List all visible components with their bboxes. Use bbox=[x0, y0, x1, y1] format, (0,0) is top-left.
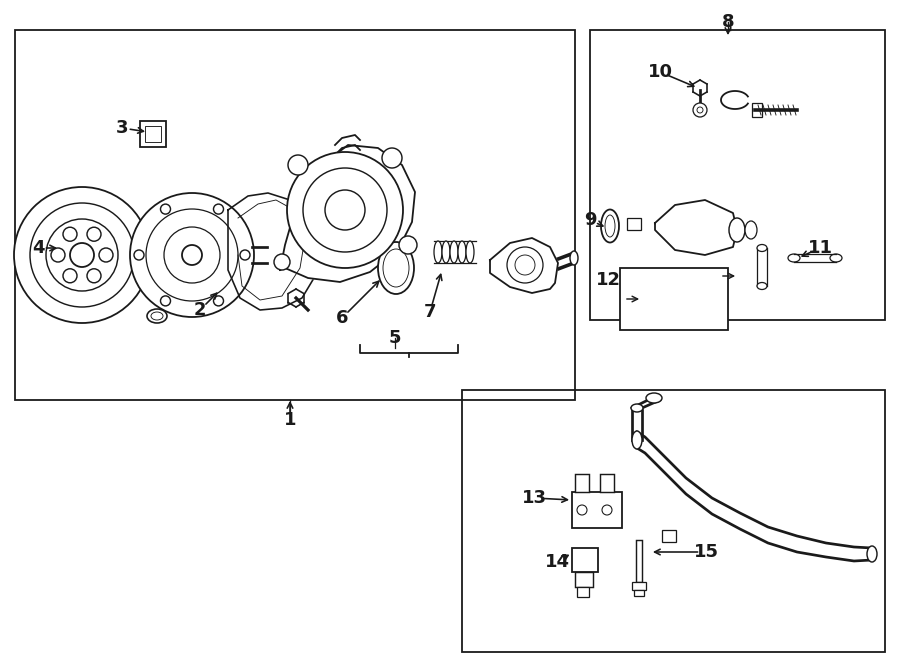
Text: 8: 8 bbox=[722, 13, 734, 31]
Ellipse shape bbox=[434, 241, 442, 263]
Ellipse shape bbox=[788, 254, 800, 262]
Ellipse shape bbox=[646, 393, 662, 403]
Text: 3: 3 bbox=[116, 119, 129, 137]
Ellipse shape bbox=[745, 221, 757, 239]
Circle shape bbox=[70, 243, 94, 267]
Circle shape bbox=[399, 236, 417, 254]
Circle shape bbox=[325, 190, 365, 230]
Circle shape bbox=[240, 250, 250, 260]
Circle shape bbox=[87, 227, 101, 241]
Bar bbox=[575, 474, 589, 492]
Text: 13: 13 bbox=[521, 489, 546, 507]
Bar bbox=[590, 30, 885, 320]
Bar bbox=[662, 530, 676, 542]
Circle shape bbox=[213, 204, 223, 214]
Circle shape bbox=[30, 203, 134, 307]
Bar bbox=[140, 121, 166, 147]
Bar bbox=[627, 218, 641, 230]
Text: 2: 2 bbox=[194, 301, 206, 319]
Circle shape bbox=[46, 219, 118, 291]
Circle shape bbox=[507, 247, 543, 283]
Bar bbox=[572, 492, 622, 528]
Bar bbox=[636, 540, 642, 582]
Ellipse shape bbox=[631, 404, 643, 412]
Text: 6: 6 bbox=[336, 309, 348, 327]
Ellipse shape bbox=[601, 209, 619, 242]
Ellipse shape bbox=[605, 215, 615, 237]
Circle shape bbox=[134, 250, 144, 260]
Ellipse shape bbox=[632, 431, 642, 449]
Circle shape bbox=[288, 155, 308, 175]
Circle shape bbox=[160, 204, 170, 214]
Circle shape bbox=[51, 248, 65, 262]
Circle shape bbox=[515, 255, 535, 275]
Circle shape bbox=[697, 107, 703, 113]
Bar bbox=[634, 590, 644, 596]
Circle shape bbox=[693, 103, 707, 117]
Ellipse shape bbox=[147, 309, 167, 323]
Bar bbox=[620, 268, 728, 330]
Circle shape bbox=[160, 296, 170, 306]
Ellipse shape bbox=[378, 242, 414, 294]
Circle shape bbox=[130, 193, 254, 317]
Text: 1: 1 bbox=[284, 411, 296, 429]
Circle shape bbox=[213, 296, 223, 306]
Circle shape bbox=[382, 148, 402, 168]
Bar bbox=[572, 548, 598, 572]
Text: 14: 14 bbox=[544, 553, 570, 571]
Ellipse shape bbox=[570, 251, 578, 265]
Circle shape bbox=[303, 168, 387, 252]
Circle shape bbox=[602, 505, 612, 515]
Polygon shape bbox=[490, 238, 558, 293]
Text: 10: 10 bbox=[647, 63, 672, 81]
Circle shape bbox=[87, 269, 101, 283]
Circle shape bbox=[287, 152, 403, 268]
Bar bbox=[15, 30, 575, 400]
Ellipse shape bbox=[757, 283, 767, 289]
Ellipse shape bbox=[383, 249, 409, 287]
Ellipse shape bbox=[151, 312, 163, 320]
Text: 15: 15 bbox=[694, 543, 718, 561]
Bar bbox=[145, 126, 161, 142]
Text: 11: 11 bbox=[807, 239, 833, 257]
Ellipse shape bbox=[442, 241, 450, 263]
Text: 9: 9 bbox=[584, 211, 596, 229]
Bar bbox=[577, 587, 589, 597]
Circle shape bbox=[182, 245, 202, 265]
Polygon shape bbox=[228, 193, 318, 310]
Text: 5: 5 bbox=[389, 329, 401, 347]
Circle shape bbox=[14, 187, 150, 323]
Circle shape bbox=[99, 248, 113, 262]
Text: 7: 7 bbox=[424, 303, 436, 321]
Circle shape bbox=[164, 227, 220, 283]
Ellipse shape bbox=[729, 218, 745, 242]
Polygon shape bbox=[280, 145, 415, 282]
Bar bbox=[752, 103, 762, 117]
Text: 12: 12 bbox=[596, 271, 620, 289]
Bar bbox=[632, 582, 646, 590]
Polygon shape bbox=[655, 200, 737, 255]
Text: 4: 4 bbox=[32, 239, 44, 257]
Bar bbox=[600, 474, 614, 492]
Bar bbox=[462, 390, 885, 652]
Bar bbox=[575, 572, 593, 587]
Ellipse shape bbox=[458, 241, 466, 263]
Ellipse shape bbox=[830, 254, 842, 262]
Ellipse shape bbox=[466, 241, 474, 263]
Circle shape bbox=[577, 505, 587, 515]
Circle shape bbox=[63, 269, 77, 283]
Ellipse shape bbox=[867, 546, 877, 562]
Ellipse shape bbox=[450, 241, 458, 263]
Circle shape bbox=[146, 209, 238, 301]
Circle shape bbox=[274, 254, 290, 270]
Circle shape bbox=[63, 227, 77, 241]
Ellipse shape bbox=[757, 244, 767, 252]
